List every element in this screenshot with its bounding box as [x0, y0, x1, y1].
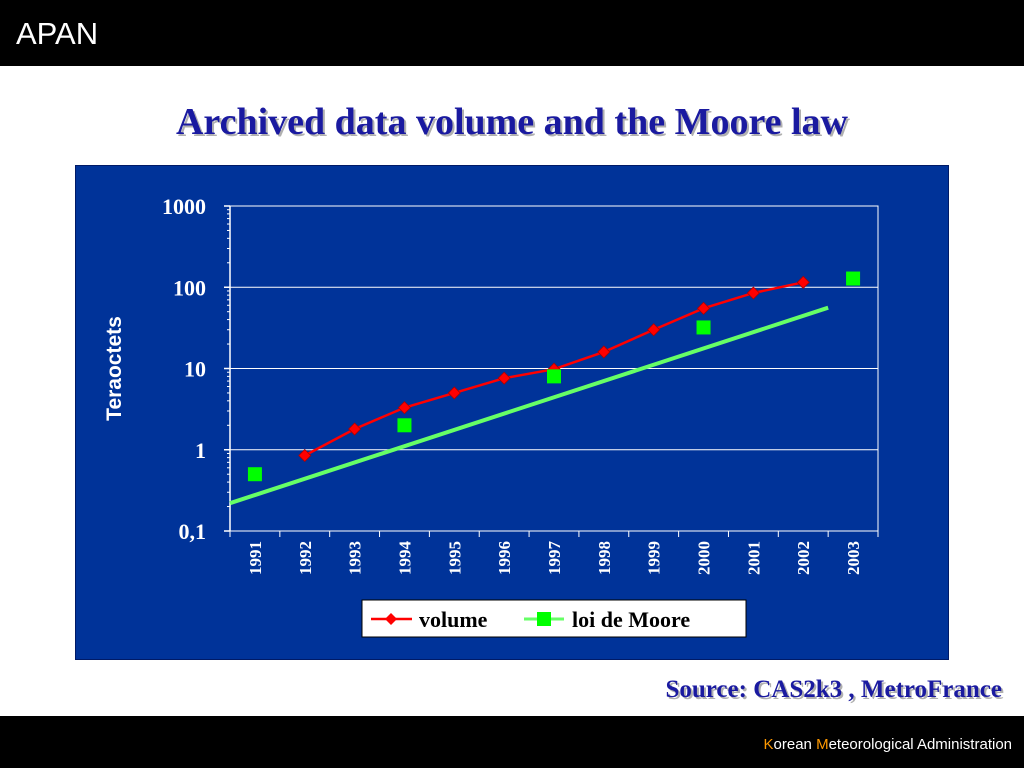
volume-point — [597, 345, 611, 359]
moore-point — [846, 271, 861, 286]
source-note: Source: CAS2k3 , MetroFrance — [665, 676, 1002, 703]
x-tick-label: 1991 — [246, 541, 265, 575]
footer-k: K — [763, 736, 774, 753]
legend-moore-label: loi de Moore — [572, 607, 690, 632]
brand-label: APAN — [16, 16, 99, 51]
x-tick-label: 2001 — [744, 541, 763, 575]
volume-point — [298, 448, 312, 463]
y-tick-label: 0,1 — [179, 519, 207, 544]
footer-orean: orean — [773, 736, 817, 753]
chart: 1000 100 10 1 0,1 1991 1992 1993 1994 1995 1996 199… — [103, 194, 879, 638]
volume-point — [447, 386, 461, 400]
x-tick-label: 1993 — [346, 541, 365, 575]
moore-point — [696, 320, 711, 335]
volume-point — [348, 422, 362, 436]
x-tick-label: 2003 — [844, 541, 863, 575]
moore-point — [397, 418, 412, 433]
volume-point — [696, 301, 711, 315]
volume-point — [746, 286, 760, 300]
footer-rest: eteorological Administration — [828, 736, 1012, 753]
volume-point — [796, 275, 810, 289]
y-tick-label: 10 — [184, 357, 206, 382]
footer-text: Korean Meteorological Administration — [764, 736, 1013, 753]
legend: volume loi de Moore — [361, 599, 747, 638]
x-tick-label: 2002 — [794, 541, 813, 575]
y-tick-label: 100 — [173, 275, 206, 300]
moore-point — [547, 369, 561, 384]
chart-panel: 1000 100 10 1 0,1 1991 1992 1993 1994 1995 1996 199… — [75, 165, 949, 660]
footer-m: M — [816, 736, 829, 753]
y-axis-title: Teraoctets — [103, 316, 126, 421]
moore-point — [247, 467, 262, 482]
slide-title: Archived data volume and the Moore law — [175, 101, 848, 143]
legend-volume-marker — [385, 613, 397, 625]
x-tick-label: 1994 — [395, 541, 414, 576]
x-tick-label: 2000 — [695, 541, 714, 575]
x-tick-label: 1998 — [595, 541, 614, 575]
moore-trend-line — [229, 305, 829, 506]
x-tick-label: 1996 — [495, 541, 514, 575]
legend-volume-label: volume — [419, 607, 488, 632]
x-tick-label: 1999 — [645, 541, 664, 575]
x-tick-label: 1995 — [445, 541, 464, 575]
legend-moore-marker — [537, 612, 551, 626]
volume-point — [397, 401, 412, 415]
y-tick-label: 1 — [195, 438, 206, 463]
top-bar: APAN — [0, 0, 1024, 66]
x-tick-label: 1997 — [545, 541, 564, 576]
volume-point — [647, 323, 661, 337]
x-tick-label: 1992 — [296, 541, 315, 575]
volume-point — [497, 371, 511, 385]
y-tick-label: 1000 — [162, 194, 206, 219]
bottom-bar: Korean Meteorological Administration — [0, 716, 1024, 768]
